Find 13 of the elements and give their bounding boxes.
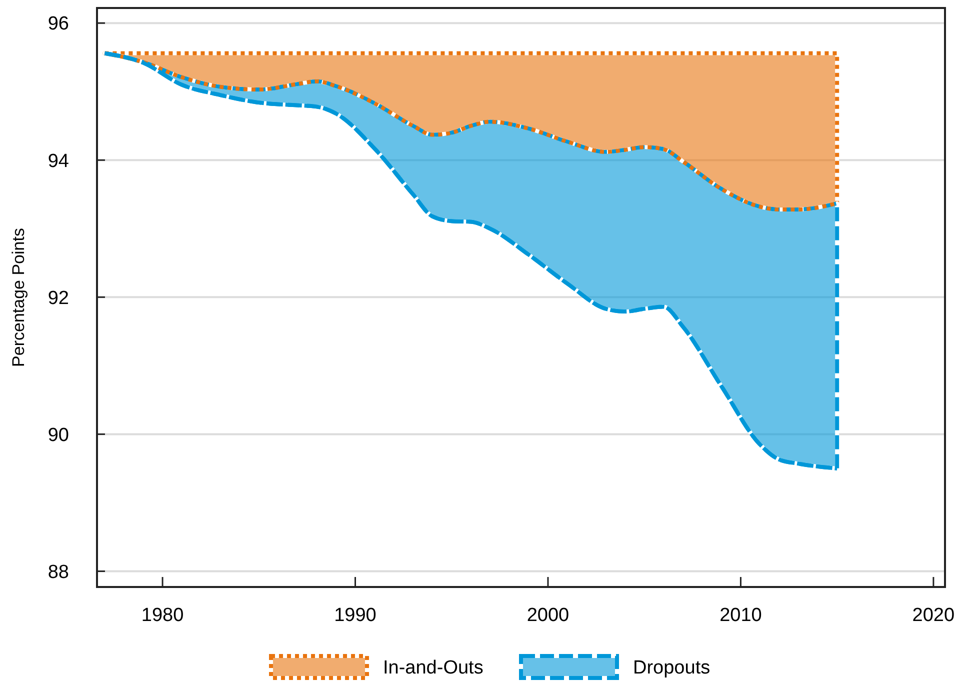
x-tick-label: 2000 bbox=[526, 605, 570, 626]
y-axis-title: Percentage Points bbox=[9, 228, 28, 367]
x-tick-label: 2010 bbox=[720, 605, 762, 626]
legend-label: Dropouts bbox=[633, 658, 710, 679]
y-tick-label: 88 bbox=[48, 562, 69, 583]
y-tick-label: 94 bbox=[48, 150, 70, 172]
x-tick-label: 2020 bbox=[912, 605, 955, 626]
y-tick-label: 92 bbox=[48, 288, 69, 309]
y-tick-label: 96 bbox=[48, 14, 69, 35]
x-tick-label: 1990 bbox=[334, 605, 376, 626]
x-tick-label: 1980 bbox=[141, 605, 184, 626]
y-tick-label: 90 bbox=[48, 424, 69, 446]
legend-label: In-and-Outs bbox=[383, 658, 484, 679]
